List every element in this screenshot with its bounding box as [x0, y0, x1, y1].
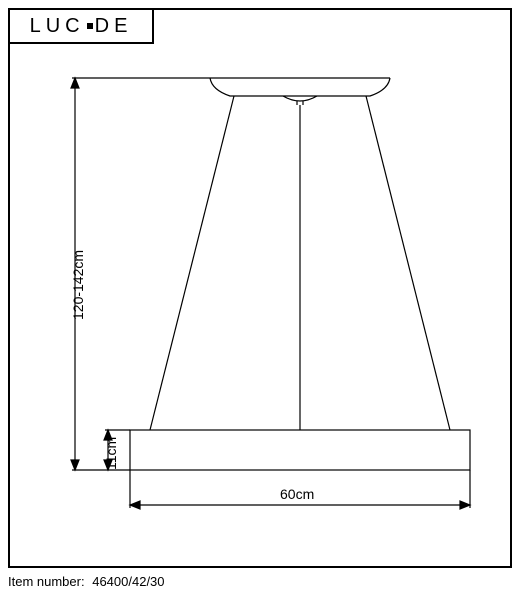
label-diameter: 60cm [280, 486, 314, 502]
item-number-value: 46400/42/30 [92, 574, 164, 589]
label-total-height: 120-142cm [70, 250, 86, 320]
lamp-ring [130, 430, 470, 470]
item-number-row: Item number: 46400/42/30 [8, 574, 165, 589]
canopy [210, 78, 390, 105]
suspension-cables [150, 96, 450, 430]
item-number-label: Item number: [8, 574, 85, 589]
label-ring-height: 11cm [103, 437, 119, 470]
